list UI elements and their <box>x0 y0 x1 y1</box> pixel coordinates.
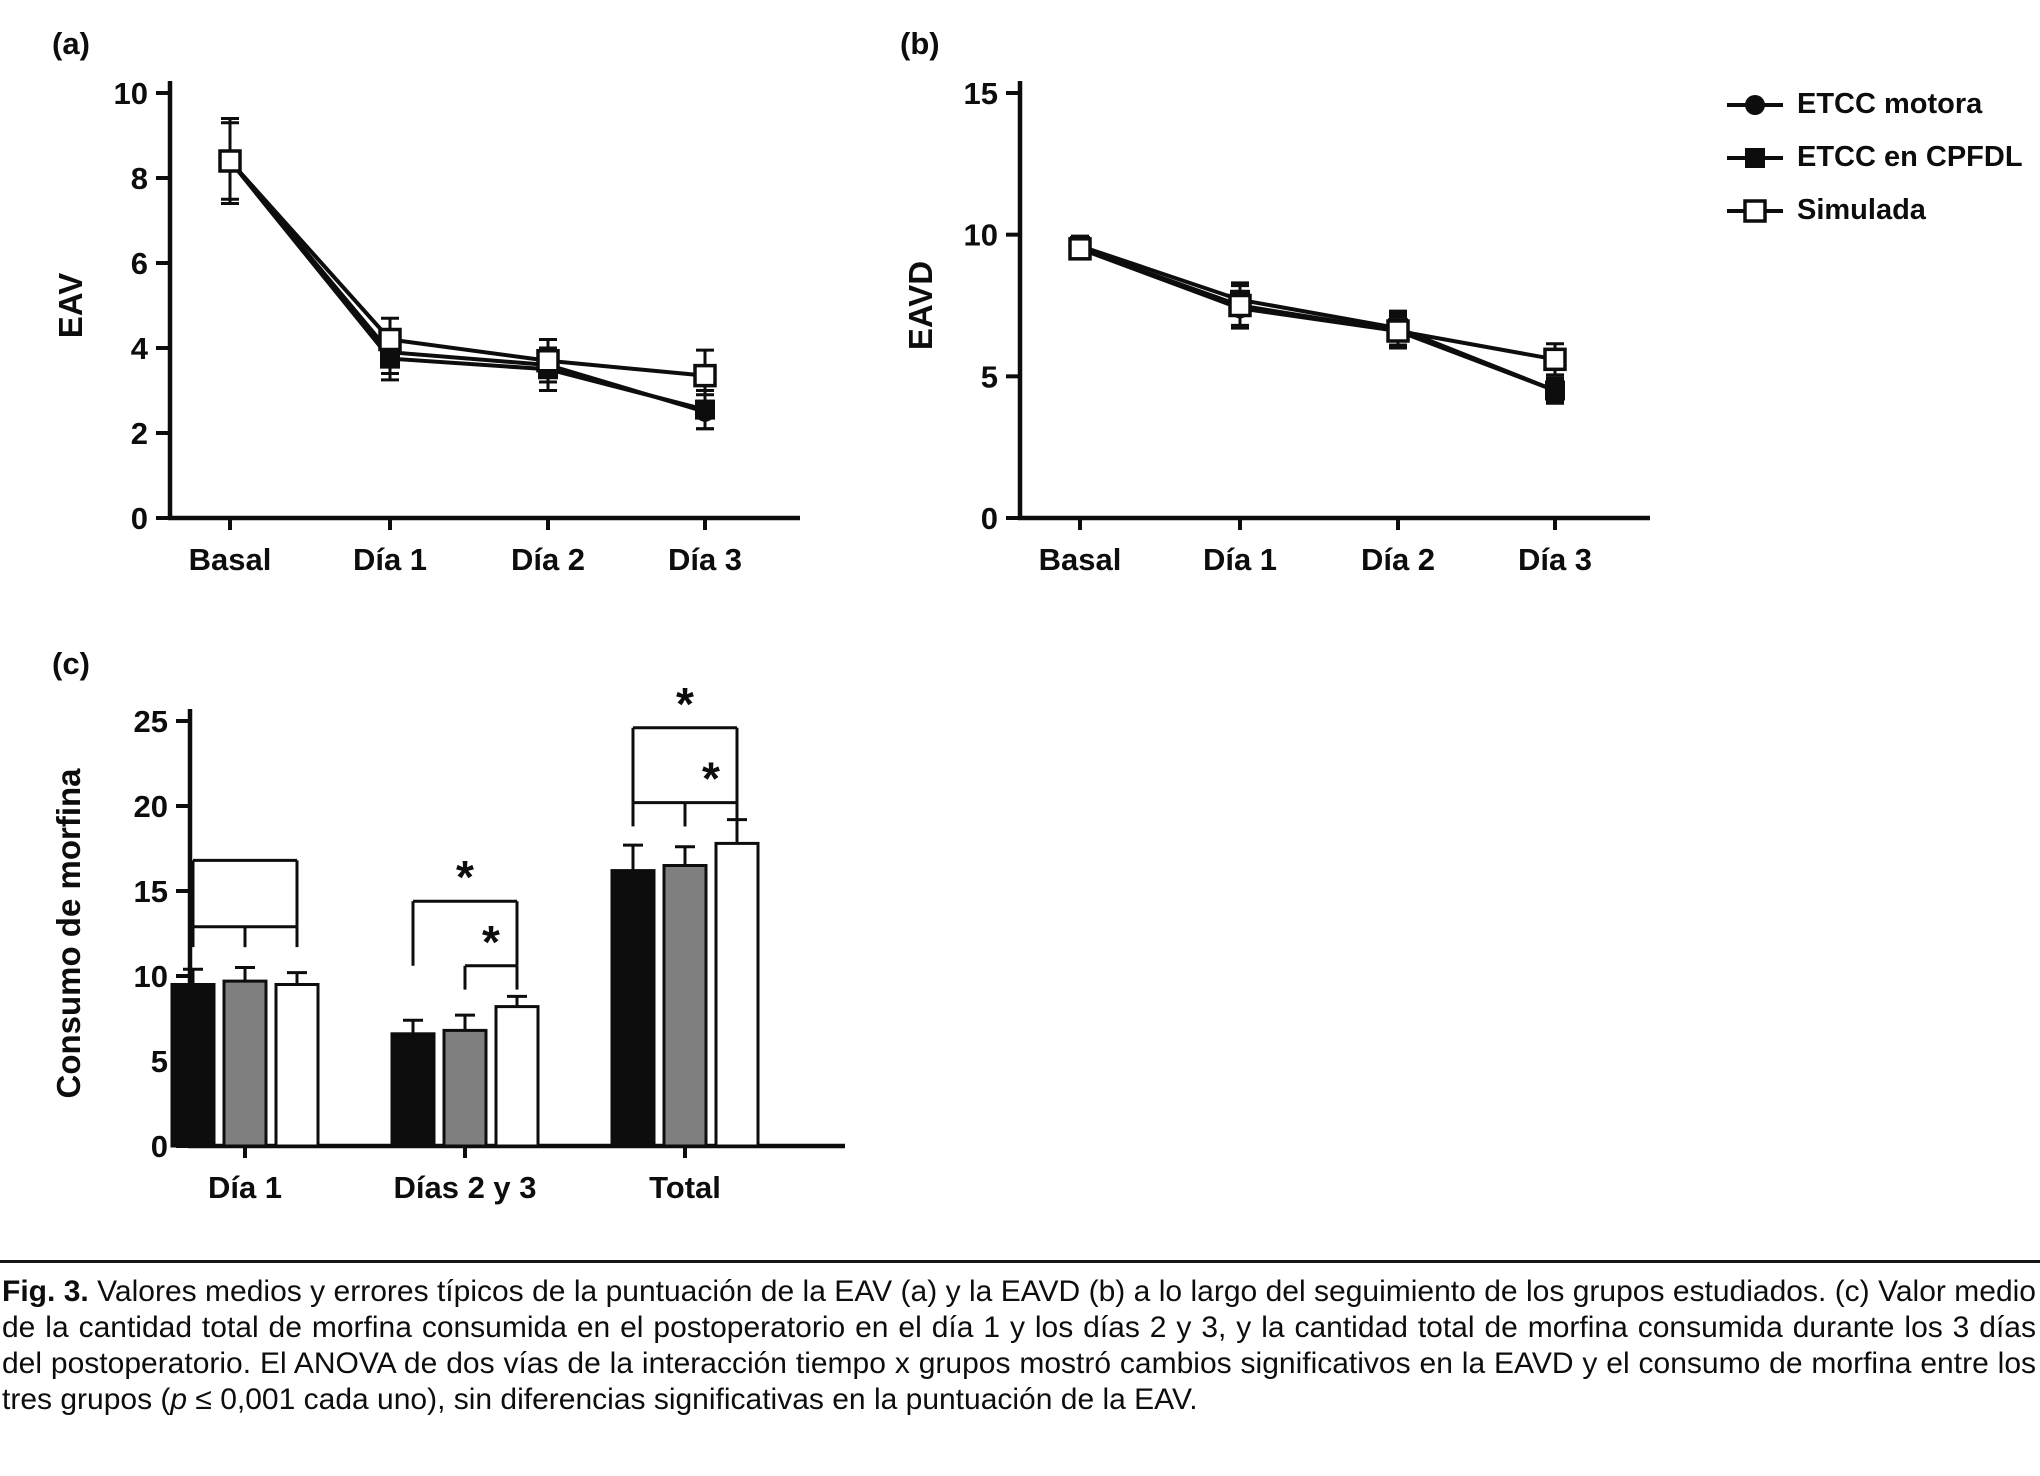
significance-brackets: **** <box>191 678 739 990</box>
x-tick-label: Día 1 <box>1203 542 1277 577</box>
significance-star: * <box>702 753 720 805</box>
bar <box>442 1028 488 1148</box>
axes: 0 2 4 6 8 10 Basal Día 1 Día 2 Día 3 <box>114 76 800 577</box>
y-tick-label: 0 <box>151 1129 168 1164</box>
y-tick-label: 4 <box>131 331 149 366</box>
y-tick-label: 20 <box>134 789 168 824</box>
x-tick-label: Día 1 <box>353 542 427 577</box>
open-square-marker <box>1543 347 1567 372</box>
filled-square-marker <box>695 399 715 420</box>
y-tick-label: 15 <box>134 874 168 909</box>
significance-star: * <box>456 851 474 903</box>
bar-series-etcc-en-cpfdl <box>222 845 708 1148</box>
eavd-line-chart: 0 5 10 15 Basal Día 1 Día 2 Día 3 EAVD <box>902 76 1650 577</box>
figure-caption: Fig. 3. Valores medios y errores típicos… <box>2 1274 2036 1418</box>
y-tick-label: 10 <box>114 76 148 111</box>
caption-segment: ≤ 0,001 cada uno), sin diferencias signi… <box>187 1383 1198 1416</box>
series-simulada <box>218 117 717 403</box>
y-tick-label: 10 <box>134 959 168 994</box>
filled-square-icon <box>1727 147 1783 168</box>
y-axis-label: EAV <box>52 273 89 338</box>
morphine-bar-chart: 0 5 10 15 20 25 Día 1 Días 2 y 3 Total Consumo de… <box>50 678 845 1205</box>
caption-segment: Valores medios y errores típicos de la p… <box>2 1275 2036 1416</box>
legend-label: Simulada <box>1797 194 1926 226</box>
x-tick-label: Día 1 <box>208 1170 282 1205</box>
panel-c-label: (c) <box>52 646 90 681</box>
x-tick-label: Día 3 <box>1518 542 1592 577</box>
bar <box>494 1005 540 1148</box>
open-square-marker <box>378 327 402 352</box>
bar-series-simulada <box>274 818 760 1148</box>
figure-number: Fig. 3. <box>2 1275 89 1308</box>
y-axis-label: EAVD <box>902 261 939 350</box>
open-square-marker <box>1228 293 1252 318</box>
y-axis-label: Consumo de morfina <box>50 768 87 1099</box>
y-tick-label: 0 <box>981 501 998 536</box>
bar <box>222 979 268 1148</box>
x-tick-label: Total <box>649 1170 721 1205</box>
open-square-marker <box>536 349 560 373</box>
series-etcc-motora <box>220 117 715 431</box>
bar <box>170 983 216 1148</box>
legend-item-etcc-en-cpfdl: ETCC en CPFDL <box>1725 141 2023 174</box>
bar <box>714 841 760 1148</box>
series-etcc-en-cpfdl <box>220 121 715 431</box>
filled-square-marker <box>1745 147 1765 168</box>
filled-circle-icon <box>1727 94 1783 115</box>
legend-item-etcc-motora: ETCC motora <box>1725 88 2023 121</box>
y-tick-label: 10 <box>964 218 998 253</box>
panel-a-label: (a) <box>52 26 90 61</box>
y-tick-label: 2 <box>131 416 148 451</box>
y-tick-label: 8 <box>131 161 148 196</box>
panel-b-label: (b) <box>900 26 940 61</box>
significance-star: * <box>676 678 694 730</box>
bar-series-etcc-motora <box>170 843 656 1148</box>
open-square-marker <box>1386 319 1410 343</box>
filled-square-marker <box>1545 380 1565 401</box>
filled-circle-marker <box>1745 94 1765 115</box>
legend-label: ETCC en CPFDL <box>1797 141 2023 173</box>
x-tick-label: Basal <box>189 542 272 577</box>
open-square-icon <box>1727 198 1783 223</box>
series-simulada <box>1068 237 1567 377</box>
x-tick-label: Día 3 <box>668 542 742 577</box>
x-tick-label: Día 2 <box>511 542 585 577</box>
y-tick-label: 5 <box>981 359 998 394</box>
legend-item-simulada: Simulada <box>1725 194 2023 227</box>
y-tick-label: 0 <box>131 501 148 536</box>
x-tick-label: Días 2 y 3 <box>393 1170 536 1205</box>
caption-text: Valores medios y errores típicos de la p… <box>2 1275 2036 1416</box>
axes: 0 5 10 15 Basal Día 1 Día 2 Día 3 <box>964 76 1650 577</box>
x-tick-label: Día 2 <box>1361 542 1435 577</box>
series-etcc-motora <box>1070 237 1565 404</box>
legend-label: ETCC motora <box>1797 88 1983 120</box>
bar <box>274 983 320 1148</box>
significance-star: * <box>482 916 500 968</box>
bar <box>610 869 656 1148</box>
open-square-marker <box>218 149 242 173</box>
caption-segment: p <box>170 1383 188 1416</box>
y-tick-label: 5 <box>151 1044 168 1079</box>
open-square-marker <box>1068 237 1092 261</box>
caption-divider <box>0 1260 2040 1263</box>
y-tick-label: 15 <box>964 76 998 111</box>
bar <box>662 864 708 1148</box>
chart-legend: ETCC motora ETCC en CPFDL Simulada <box>1725 88 2023 227</box>
bar <box>390 1032 436 1148</box>
y-tick-label: 25 <box>134 704 168 739</box>
open-square-marker <box>1743 198 1767 223</box>
y-tick-label: 6 <box>131 246 148 281</box>
x-tick-label: Basal <box>1039 542 1122 577</box>
open-square-marker <box>693 363 717 388</box>
eav-line-chart: 0 2 4 6 8 10 Basal Día 1 Día 2 Día 3 EAV <box>52 76 800 577</box>
